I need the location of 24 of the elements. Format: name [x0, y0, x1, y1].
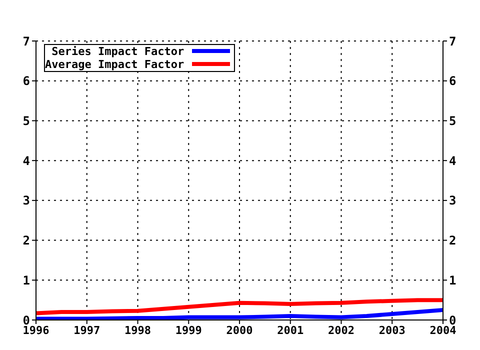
- y2-tick-label: 2: [449, 234, 456, 248]
- x-tick-label: 2003: [378, 324, 406, 337]
- y-tick-label: 6: [22, 74, 30, 88]
- y-tick-label: 7: [22, 34, 30, 48]
- y-tick-label: 2: [22, 234, 30, 248]
- x-tick-label: 2000: [226, 324, 253, 337]
- x-tick-label: 1998: [124, 324, 151, 337]
- y2-tick-label: 5: [449, 114, 456, 128]
- x-tick-label: 1999: [175, 324, 202, 337]
- y-tick-label: 3: [22, 194, 30, 208]
- y2-tick-label: 7: [449, 34, 456, 48]
- y2-tick-label: 3: [449, 194, 456, 208]
- x-tick-label: 1997: [74, 324, 100, 337]
- legend-label: Series Impact Factor: [52, 45, 184, 58]
- y2-tick-label: 6: [449, 74, 456, 88]
- y2-tick-label: 4: [449, 154, 456, 168]
- x-tick-label: 2001: [277, 324, 304, 337]
- y-tick-label: 4: [22, 154, 30, 168]
- y2-tick-label: 1: [449, 273, 456, 288]
- line-series: [36, 298, 443, 316]
- y-tick-label: 1: [22, 273, 30, 288]
- legend-label: Average Impact Factor: [45, 58, 184, 71]
- x-tick-label: 2002: [328, 324, 354, 337]
- y-tick-label: 5: [22, 114, 30, 128]
